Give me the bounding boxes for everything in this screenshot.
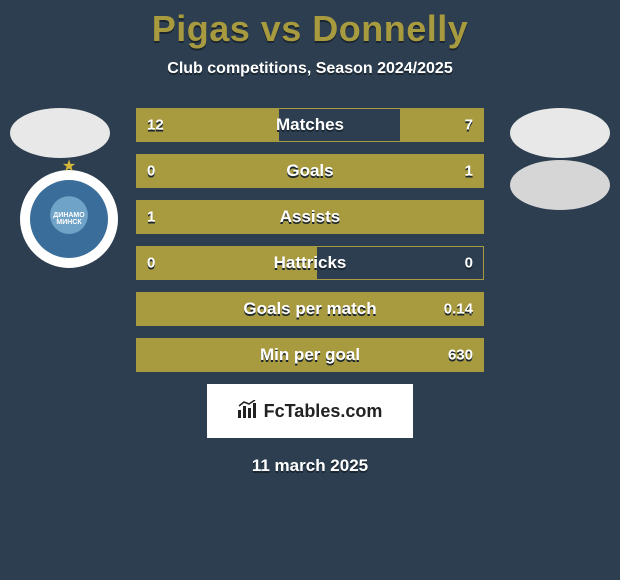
bar-label: Matches [137,115,483,135]
bar-label: Hattricks [137,253,483,273]
bar-value-right: 1 [465,163,473,180]
bar-row: Assists1 [136,200,484,234]
club-badge-inner: ДИНАМОМИНСК [30,180,108,258]
bar-label: Goals per match [137,299,483,319]
bar-value-left: 1 [147,209,155,226]
bar-value-left: 0 [147,163,155,180]
branding-text: FcTables.com [264,401,383,422]
bar-row: Matches12 7 [136,108,484,142]
bar-value-right: 630 [448,347,473,364]
bar-value-right: 0.14 [444,301,473,318]
star-icon: ★ [62,156,76,176]
bar-row: Goals per match0.14 [136,292,484,326]
bar-value-left: 12 [147,117,164,134]
bar-label: Goals [137,161,483,181]
bar-row: Goals0 1 [136,154,484,188]
bar-row: Min per goal630 [136,338,484,372]
club-badge-dinamo: ★ ДИНАМОМИНСК [20,170,118,268]
bar-row: Hattricks0 0 [136,246,484,280]
chart-area: ★ ДИНАМОМИНСК Matches127Goals01Assists1H… [0,108,620,476]
page-subtitle: Club competitions, Season 2024/2025 [0,60,620,78]
bar-label: Min per goal [137,345,483,365]
chart-icon [238,400,258,423]
club-logo-right-placeholder [510,108,610,158]
bar-value-right: 0 [465,255,473,272]
infographic-container: Pigas vs Donnelly Club competitions, Sea… [0,0,620,476]
bar-value-right: 7 [465,117,473,134]
date-text: 11 march 2025 [0,456,620,476]
club-badge-text: ДИНАМОМИНСК [53,212,84,226]
bar-label: Assists [137,207,483,227]
club-logo-left-placeholder [10,108,110,158]
page-title: Pigas vs Donnelly [0,8,620,50]
club-logo-right2-placeholder [510,160,610,210]
branding-box: FcTables.com [207,384,413,438]
comparison-bars: Matches127Goals01Assists1Hattricks00Goal… [136,108,484,372]
bar-value-left: 0 [147,255,155,272]
